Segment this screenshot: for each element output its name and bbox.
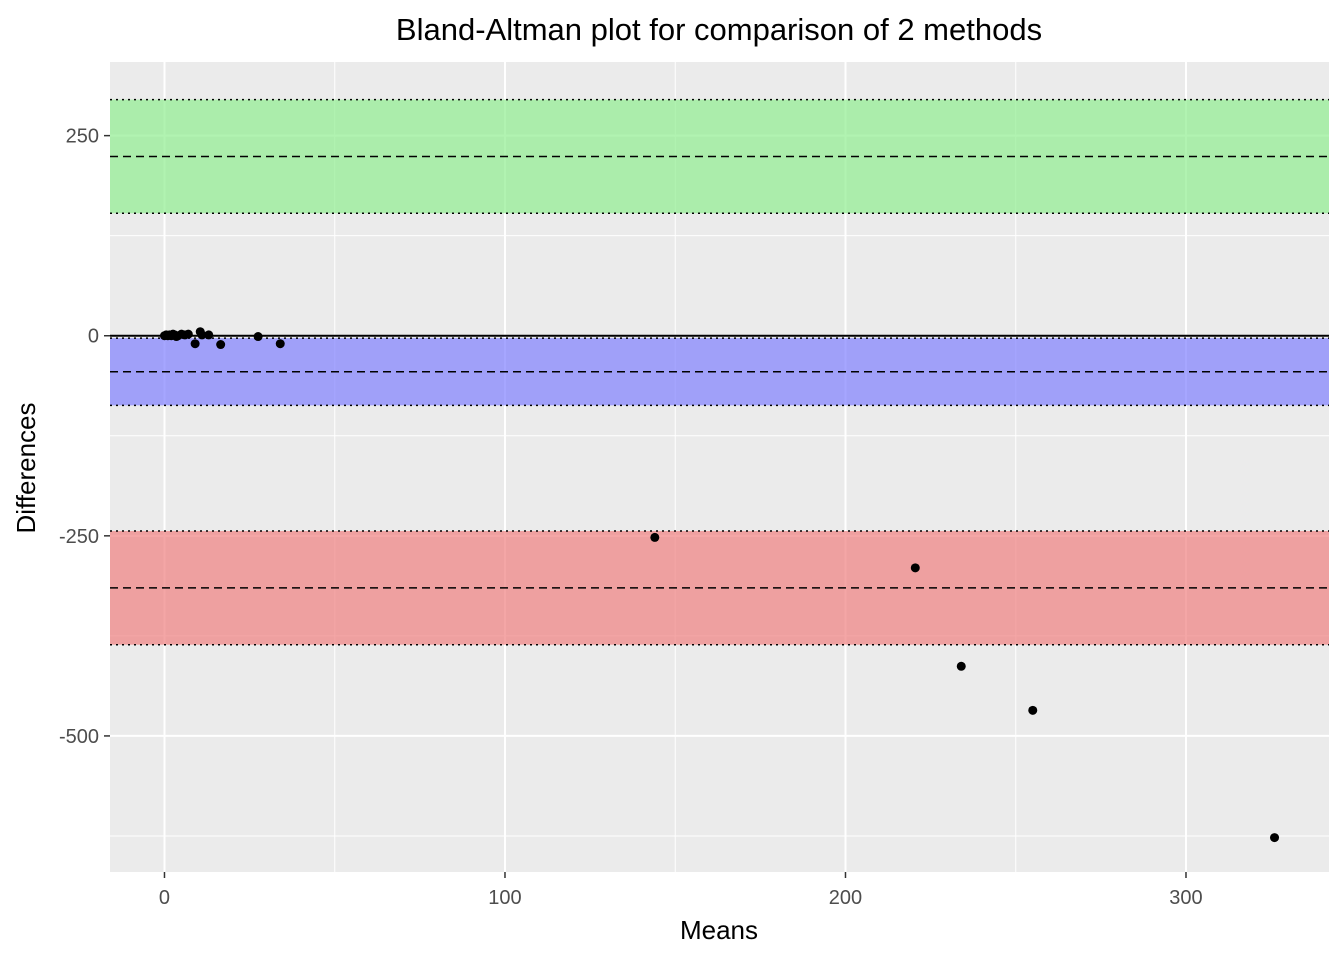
chart-title: Bland-Altman plot for comparison of 2 me… (396, 12, 1042, 47)
data-point (650, 532, 660, 542)
x-tick-label: 200 (829, 887, 862, 909)
x-tick-label: 100 (488, 887, 521, 909)
x-tick-label: 0 (159, 887, 170, 909)
x-tick-label: 300 (1169, 887, 1202, 909)
band-bias (110, 337, 1329, 407)
data-points (159, 327, 1280, 843)
data-point (956, 661, 966, 671)
data-point (1028, 705, 1038, 715)
y-axis-ticks: -500 -250 0 250 (59, 126, 110, 748)
y-tick-label: 250 (66, 126, 99, 148)
x-axis-title: Means (680, 915, 758, 945)
data-point (190, 339, 200, 349)
data-point (183, 329, 193, 339)
agreement-bands (110, 98, 1329, 646)
data-point (197, 330, 207, 340)
x-axis-ticks: 0 100 200 300 (159, 872, 1203, 909)
data-point (216, 340, 226, 350)
band-upper (110, 98, 1329, 215)
y-axis-title: Differences (11, 402, 41, 533)
data-point (275, 339, 285, 349)
data-point (910, 563, 920, 573)
data-point (1270, 833, 1280, 843)
data-point (253, 332, 263, 342)
y-tick-label: 0 (88, 326, 99, 348)
band-lower (110, 530, 1329, 646)
y-tick-label: -250 (59, 526, 99, 548)
y-tick-label: -500 (59, 726, 99, 748)
data-point (204, 330, 214, 340)
